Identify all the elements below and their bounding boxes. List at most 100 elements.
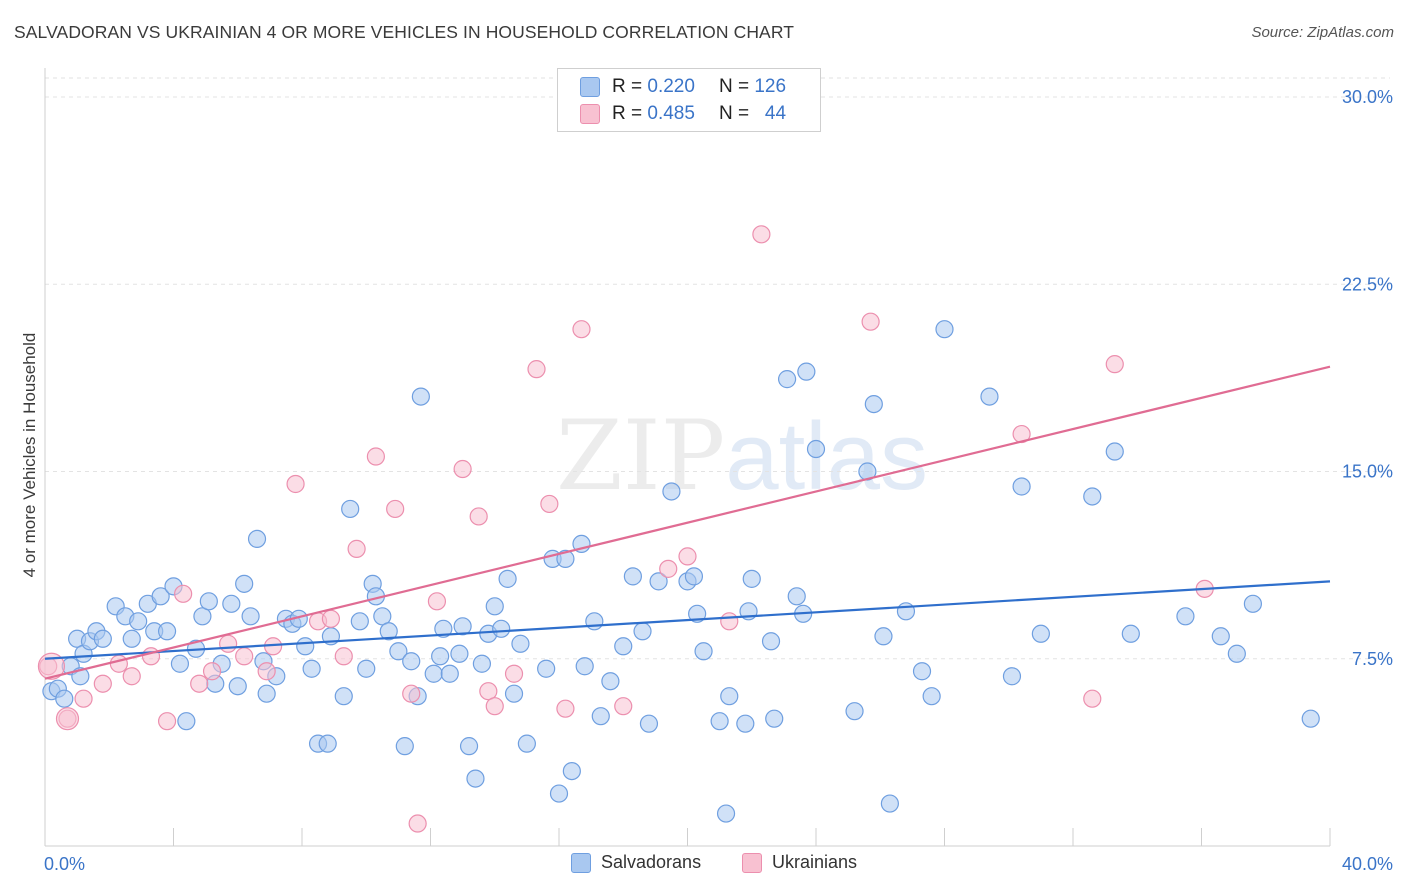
legend-item-ukrainians[interactable]: Ukrainians [742,852,857,873]
legend-n-value: 126 [754,76,787,97]
point-salvadorans [684,567,704,586]
trend-line-ukrainians [44,365,1331,680]
legend-r-value: 0.220 [647,76,695,97]
point-salvadorans [498,569,517,588]
point-salvadorans [389,642,408,661]
point-salvadorans [318,734,337,753]
point-ukrainians [485,697,504,716]
point-salvadorans [177,712,196,731]
y-tick-label: 7.5% [1352,649,1393,669]
point-salvadorans [1301,709,1320,728]
point-salvadorans [450,644,469,663]
legend-r-label: R = [612,103,643,124]
point-salvadorans [591,707,610,726]
point-salvadorans [222,594,241,613]
point-ukrainians [286,474,305,494]
point-ukrainians [540,494,559,514]
point-ukrainians [93,674,112,693]
point-salvadorans [585,612,604,631]
point-salvadorans [350,612,369,631]
point-ukrainians [469,507,488,526]
point-salvadorans [1002,667,1022,686]
point-ukrainians [861,312,880,331]
legend-label-salvadorans: Salvadorans [601,852,702,872]
source-credit: Source: ZipAtlas.com [1251,24,1394,41]
legend-row-ukrainians: R = 0.485 N = 44 [580,102,786,126]
trend-line-salvadorans [44,580,1331,660]
point-salvadorans [688,604,707,623]
point-salvadorans [1227,644,1246,663]
chart-title: SALVADORAN VS UKRAINIAN 4 OR MORE VEHICL… [14,22,795,42]
point-ukrainians [402,684,421,703]
y-tick-label: 22.5% [1342,274,1393,294]
point-ukrainians [190,674,209,693]
point-salvadorans [720,687,739,706]
point-salvadorans [1211,627,1230,646]
point-ukrainians [202,662,222,681]
point-salvadorans [639,714,659,733]
point-ukrainians [219,634,238,653]
point-salvadorans [411,387,430,406]
point-ukrainians [427,592,447,611]
point-salvadorans [710,712,729,731]
point-ukrainians [55,707,80,731]
point-salvadorans [434,619,453,638]
watermark-zip: ZIP [556,400,726,512]
point-salvadorans [235,574,254,593]
point-salvadorans [241,607,260,626]
point-ukrainians [366,447,385,466]
point-salvadorans [170,654,190,673]
point-salvadorans [334,687,353,706]
legend-swatch-ukrainians [742,852,762,873]
legend-n-label: N = [718,103,750,124]
point-ukrainians [386,499,405,519]
point-salvadorans [765,709,784,728]
point-salvadorans [1083,487,1102,506]
point-salvadorans [1176,607,1195,626]
legend-n-label: N = [718,76,750,97]
point-salvadorans [492,619,511,638]
point-ukrainians [453,459,472,479]
point-salvadorans [623,567,642,586]
point-salvadorans [193,607,212,626]
point-ukrainians [174,584,193,603]
point-salvadorans [129,612,148,631]
point-ukrainians [659,559,678,578]
point-salvadorans [633,622,652,641]
legend-item-salvadorans[interactable]: Salvadorans [571,852,701,873]
point-salvadorans [341,499,360,519]
point-ukrainians [157,712,177,731]
point-salvadorans [151,587,170,606]
point-salvadorans [1121,624,1140,643]
point-ukrainians [752,225,771,244]
y-tick-label: 15.0% [1342,462,1393,482]
point-salvadorans [549,784,569,803]
point-ukrainians [257,662,276,681]
legend-n-value: 44 [764,103,787,124]
point-salvadorans [55,689,74,708]
point-ukrainians [37,652,66,680]
point-salvadorans [575,657,594,676]
point-ukrainians [572,320,591,339]
point-salvadorans [472,654,491,673]
point-ukrainians [556,699,575,718]
point-salvadorans [806,439,826,459]
x-tick-label-min: 0.0% [44,854,85,874]
point-salvadorans [257,684,276,703]
point-salvadorans [845,702,864,721]
legend-r-label: R = [612,76,643,97]
point-salvadorans [373,607,392,626]
point-salvadorans [1243,594,1263,613]
point-ukrainians [527,360,546,379]
point-ukrainians [479,682,498,701]
point-salvadorans [880,794,899,813]
point-salvadorans [797,362,816,381]
point-salvadorans [466,769,485,788]
point-salvadorans [980,387,999,406]
point-salvadorans [379,622,398,641]
point-salvadorans [742,569,761,588]
point-ukrainians [347,539,366,558]
watermark-atlas: atlas [725,403,928,510]
point-salvadorans [357,659,376,678]
